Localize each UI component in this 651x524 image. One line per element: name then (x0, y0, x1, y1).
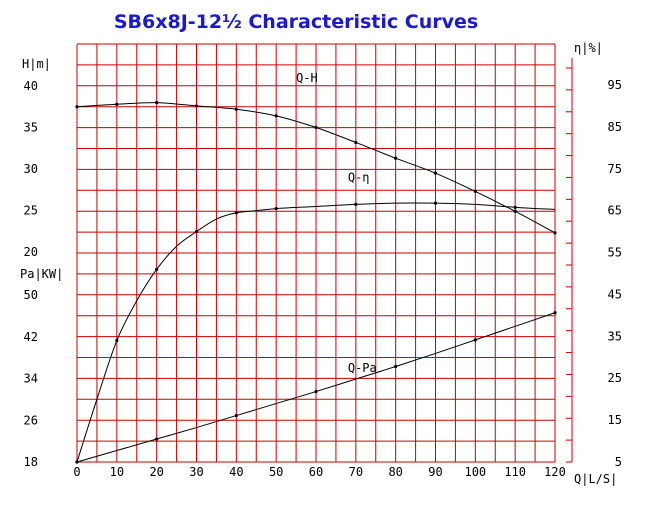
grid (76, 43, 573, 463)
series-point (155, 267, 159, 271)
x-tick-label: 50 (269, 465, 283, 479)
head-tick-label: 30 (24, 162, 38, 176)
curves: Q-H Q-η Q-Pa (75, 71, 557, 464)
series-label: Q-Pa (348, 361, 377, 375)
series-point (513, 209, 517, 213)
power-axis-label: Pa|KW| (20, 267, 63, 281)
efficiency-tick-label: 75 (608, 162, 622, 176)
efficiency-tick-label: 35 (608, 329, 622, 343)
x-tick-label: 20 (149, 465, 163, 479)
chart-title: SB6x8J-12½ Characteristic Curves (114, 11, 478, 33)
series-point (234, 211, 238, 215)
series-point (274, 114, 278, 118)
x-tick-label: 60 (309, 465, 323, 479)
efficiency-tick-label: 45 (608, 287, 622, 301)
series-point (274, 206, 278, 211)
series-point (314, 125, 318, 130)
series-point (394, 364, 398, 369)
efficiency-tick-label: 65 (608, 204, 622, 218)
series-point (354, 140, 358, 145)
series-point (194, 230, 199, 234)
efficiency-tick-label: 85 (608, 120, 622, 134)
x-tick-label: 80 (388, 465, 402, 479)
series-point (115, 338, 119, 343)
power-tick-label: 34 (24, 372, 38, 386)
series-point (473, 338, 477, 342)
series-point (155, 437, 159, 441)
head-tick-label: 35 (24, 121, 38, 135)
series-line-1 (76, 202, 556, 463)
efficiency-tick-label: 55 (608, 246, 622, 260)
series-point (433, 201, 438, 205)
x-tick-label: 100 (464, 465, 486, 479)
series-point (354, 202, 358, 206)
series-point (155, 101, 159, 105)
series-point (75, 460, 79, 464)
series-label: Q-η (348, 170, 370, 184)
power-tick-label: 50 (24, 288, 38, 302)
series-point (75, 105, 79, 109)
head-tick-label: 40 (24, 79, 38, 93)
x-tick-label: 90 (428, 465, 442, 479)
efficiency-tick-label: 95 (608, 78, 622, 92)
x-tick-label: 120 (544, 465, 566, 479)
x-tick-label: 70 (349, 465, 363, 479)
series-point (553, 311, 557, 315)
series-point (194, 104, 199, 108)
efficiency-tick-label: 25 (608, 371, 622, 385)
power-tick-label: 18 (24, 455, 38, 469)
x-axis-label: Q|L/S| (574, 472, 617, 486)
series-point (314, 389, 318, 394)
head-tick-label: 25 (24, 204, 38, 218)
power-tick-label: 42 (24, 330, 38, 344)
series-point (553, 231, 557, 235)
head-tick-label: 20 (24, 245, 38, 259)
series-point (473, 189, 477, 194)
head-axis-label: H|m| (22, 57, 51, 71)
efficiency-tick-label: 5 (615, 455, 622, 469)
series-point (513, 205, 517, 209)
tick-labels: 0 10 20 30 40 50 60 70 80 90 100 110 120 40 35 30 25 20 50… (24, 78, 622, 479)
efficiency-axis-label: η|%| (574, 41, 603, 55)
x-tick-label: 40 (229, 465, 243, 479)
x-tick-label: 0 (73, 465, 80, 479)
series-point (234, 413, 238, 418)
x-tick-label: 30 (189, 465, 203, 479)
series-label: Q-H (296, 71, 318, 85)
series-point (234, 107, 238, 111)
series-point (394, 156, 398, 160)
efficiency-tick-label: 15 (608, 413, 622, 427)
series-point (433, 171, 438, 175)
power-tick-label: 26 (24, 413, 38, 427)
series-point (115, 102, 119, 106)
x-tick-label: 10 (110, 465, 124, 479)
x-tick-label: 110 (504, 465, 526, 479)
